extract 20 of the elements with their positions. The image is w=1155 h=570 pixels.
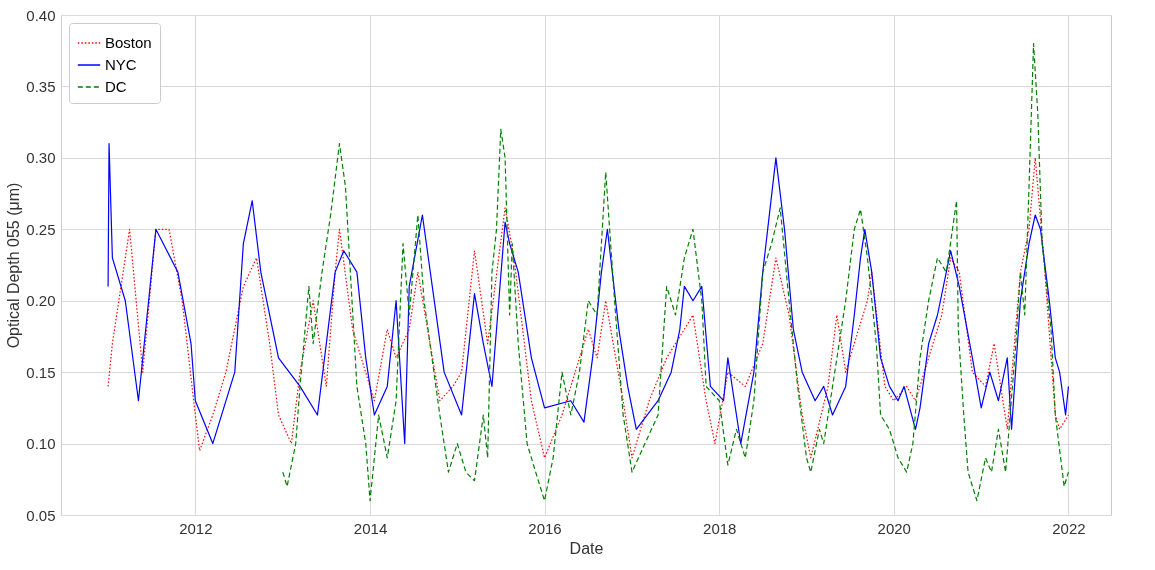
x-tick-label: 2014 (353, 519, 388, 537)
y-tick-label: 0.20 (26, 292, 56, 310)
y-axis-title: Optical Depth 055 (μm) (5, 182, 23, 349)
x-tick-label: 2012 (179, 519, 213, 537)
y-tick-label: 0.05 (26, 506, 56, 524)
y-tick-label: 0.15 (26, 363, 56, 381)
y-tick-label: 0.10 (26, 435, 56, 453)
x-tick-label: 2016 (528, 519, 562, 537)
x-axis-title: Date (569, 539, 604, 557)
y-tick-label: 0.35 (26, 77, 56, 95)
line-series (282, 42, 1070, 502)
y-tick-label: 0.25 (26, 220, 56, 238)
x-tick-label: 2022 (1052, 519, 1086, 537)
x-tick-label: 2020 (877, 519, 911, 537)
legend-label: DC (105, 78, 127, 95)
y-tick-label: 0.40 (26, 6, 56, 24)
x-tick-label: 2018 (703, 519, 737, 537)
y-tick-label: 0.30 (26, 149, 56, 167)
legend-label: NYC (105, 56, 137, 73)
legend-label: Boston (105, 34, 152, 51)
